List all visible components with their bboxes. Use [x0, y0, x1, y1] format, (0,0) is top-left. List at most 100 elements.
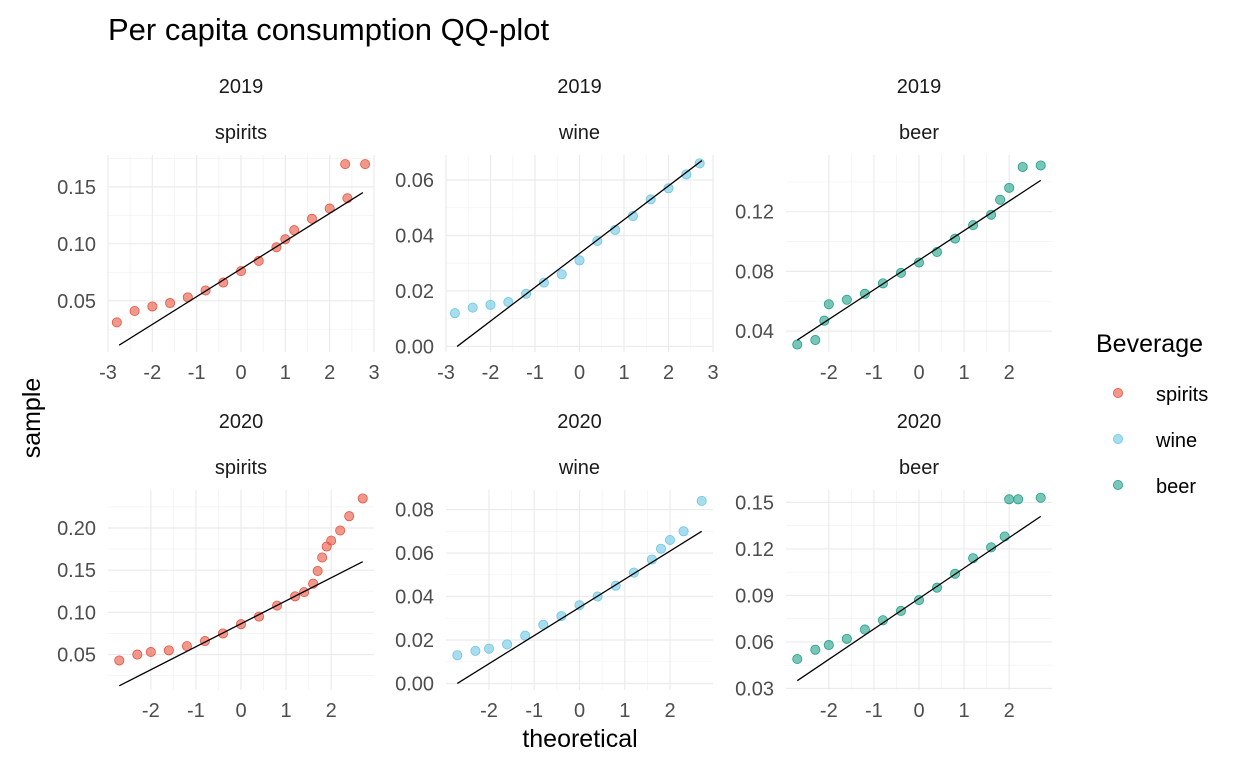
- qq-point: [1017, 161, 1028, 172]
- qq-point: [335, 525, 346, 536]
- y-tick-label: 0.02: [395, 630, 434, 652]
- qq-point: [280, 234, 291, 245]
- facet-beverage-label: beer: [899, 457, 939, 479]
- x-tick-label: 1: [959, 700, 970, 722]
- qq-point: [165, 298, 176, 309]
- qq-point: [841, 294, 852, 305]
- x-tick-label: -1: [525, 700, 543, 722]
- facet-year-label: 2020: [557, 411, 602, 433]
- x-tick-label: -1: [187, 700, 205, 722]
- qq-point: [1013, 494, 1024, 505]
- qq-point: [859, 624, 870, 635]
- qq-point: [995, 194, 1006, 205]
- qq-point: [452, 650, 463, 661]
- facet-year-label: 2019: [557, 76, 602, 98]
- y-tick-label: 0.12: [735, 202, 774, 224]
- x-tick-label: 0: [235, 362, 246, 384]
- legend-key-wine: [1113, 433, 1124, 444]
- x-tick-label: 2: [663, 362, 674, 384]
- x-tick-label: 1: [959, 362, 970, 384]
- x-tick-label: 0: [574, 700, 585, 722]
- qq-point: [810, 644, 821, 655]
- x-tick-label: 0: [913, 700, 924, 722]
- x-tick-label: 1: [619, 700, 630, 722]
- qq-point: [147, 301, 158, 312]
- qq-point: [694, 158, 705, 169]
- qq-point: [999, 531, 1010, 542]
- qq-point: [129, 306, 140, 317]
- x-tick-label: -1: [188, 362, 206, 384]
- y-tick-label: 0.12: [735, 539, 774, 561]
- legend-title: Beverage: [1096, 330, 1203, 358]
- y-tick-label: 0.00: [395, 673, 434, 695]
- facet-year-label: 2019: [897, 76, 942, 98]
- facet-year-label: 2020: [897, 411, 942, 433]
- qq-point: [114, 655, 125, 666]
- y-tick-label: 0.09: [735, 585, 774, 607]
- facet-panel-2020-spirits: 2020 spirits -2 -1 0 1 2 0.05 0.10 0.15 0.20: [57, 411, 374, 722]
- y-tick-label: 0.04: [395, 225, 434, 247]
- x-tick-label: 2: [326, 700, 337, 722]
- y-tick-label: 0.04: [395, 587, 434, 609]
- qq-point: [360, 159, 371, 170]
- qq-point: [681, 169, 692, 180]
- qq-point: [986, 209, 997, 220]
- qq-point: [326, 535, 337, 546]
- qq-point: [556, 269, 567, 280]
- y-tick-label: 0.03: [735, 678, 774, 700]
- x-tick-label: 1: [280, 362, 291, 384]
- qq-point: [574, 255, 585, 266]
- legend-label-wine: wine: [1155, 430, 1197, 452]
- x-tick-label: 2: [664, 700, 675, 722]
- y-tick-label: 0.06: [735, 632, 774, 654]
- qq-point: [792, 339, 803, 350]
- qq-point: [145, 647, 156, 658]
- qq-point: [485, 299, 496, 310]
- qq-point: [655, 543, 666, 554]
- qq-point: [470, 645, 481, 656]
- legend: Beverage spirits wine beer: [1096, 330, 1208, 498]
- y-tick-label: 0.05: [57, 291, 96, 313]
- x-tick-label: -1: [865, 700, 883, 722]
- x-tick-label: 2: [324, 362, 335, 384]
- y-tick-label: 0.10: [57, 602, 96, 624]
- qq-point: [538, 277, 549, 288]
- qq-point: [163, 645, 174, 656]
- x-tick-label: -1: [526, 362, 544, 384]
- facet-beverage-label: wine: [558, 122, 600, 144]
- y-tick-label: 0.06: [395, 543, 434, 565]
- y-tick-label: 0.05: [57, 645, 96, 667]
- x-tick-label: 2: [1004, 362, 1015, 384]
- x-tick-label: 1: [281, 700, 292, 722]
- facet-panels: 2019 spirits -3 -2 -1 0 1 2 3 0.05 0.10 0.15 2019 win…: [57, 76, 1052, 722]
- x-tick-label: -2: [480, 700, 498, 722]
- qq-point: [859, 288, 870, 299]
- x-axis-title: theoretical: [522, 725, 637, 753]
- facet-panel-2019-beer: 2019 beer -2 -1 0 1 2 0.04 0.08 0.12: [735, 76, 1052, 384]
- qq-point: [503, 297, 514, 308]
- x-tick-label: -2: [142, 700, 160, 722]
- x-tick-label: 2: [1004, 700, 1015, 722]
- x-tick-label: 0: [574, 362, 585, 384]
- y-tick-label: 0.15: [57, 560, 96, 582]
- legend-label-spirits: spirits: [1156, 384, 1208, 406]
- qq-point: [678, 526, 689, 537]
- x-tick-label: 3: [368, 362, 379, 384]
- y-tick-label: 0.04: [735, 321, 774, 343]
- y-tick-label: 0.15: [735, 492, 774, 514]
- qq-point: [357, 493, 368, 504]
- qq-point: [823, 640, 834, 651]
- qq-point: [306, 213, 317, 224]
- facet-year-label: 2019: [219, 76, 264, 98]
- x-tick-label: 1: [618, 362, 629, 384]
- y-tick-label: 0.06: [395, 170, 434, 192]
- qq-point: [665, 535, 676, 546]
- facet-panel-2020-beer: 2020 beer -2 -1 0 1 2 0.03 0.06 0.09 0.12 0.15: [735, 411, 1052, 722]
- qq-point: [696, 495, 707, 506]
- qq-point: [111, 317, 122, 328]
- x-tick-label: -2: [482, 362, 500, 384]
- legend-key-beer: [1113, 479, 1124, 490]
- qq-point: [502, 639, 513, 650]
- x-tick-label: 0: [235, 700, 246, 722]
- legend-key-spirits: [1113, 387, 1124, 398]
